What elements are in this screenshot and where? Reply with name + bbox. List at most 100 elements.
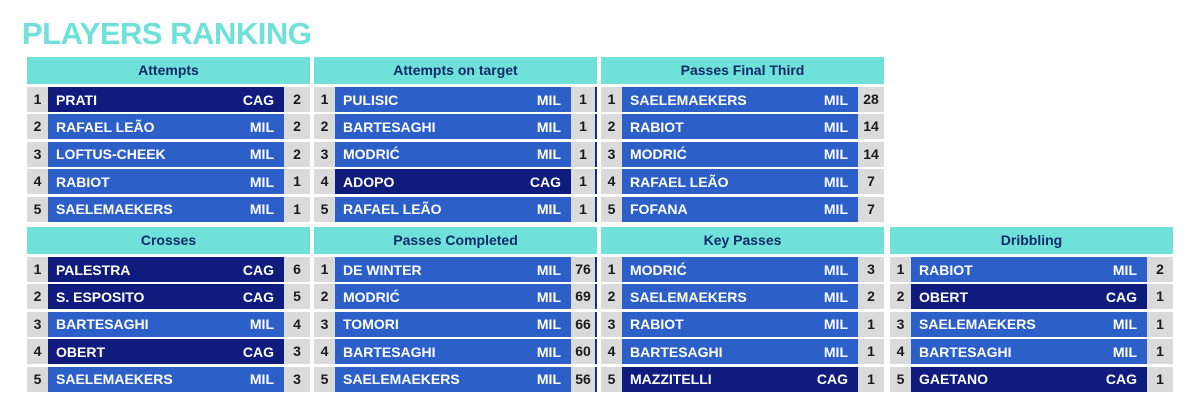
player-cell: MAZZITELLI CAG (622, 366, 858, 392)
stat-value: 1 (571, 114, 597, 140)
team-code: MIL (823, 91, 848, 108)
ranking-list: 1 PULISIC MIL 1 2 BARTESAGHI MIL 1 3 MODRIĆ MIL 1 4 A… (314, 87, 597, 222)
rank-cell: 4 (27, 339, 48, 365)
player-cell: RABIOT MIL (911, 257, 1147, 282)
stat-value: 76 (571, 257, 597, 282)
team-code: MIL (249, 118, 274, 135)
ranking-row: 1 DE WINTER MIL 76 (314, 257, 597, 282)
stat-value: 1 (858, 366, 884, 392)
team-code: MIL (536, 261, 561, 278)
player-name: FOFANA (630, 201, 688, 218)
rank-cell: 5 (601, 366, 622, 392)
panel-header: Attempts on target (314, 57, 597, 84)
ranking-row: 5 MAZZITELLI CAG 1 (601, 366, 884, 392)
rank-cell: 2 (890, 284, 911, 310)
player-cell: SAELEMAEKERS MIL (622, 87, 858, 112)
ranking-row: 1 PULISIC MIL 1 (314, 87, 597, 112)
ranking-row: 1 MODRIĆ MIL 3 (601, 257, 884, 282)
team-code: MIL (823, 343, 848, 360)
team-code: MIL (249, 316, 274, 333)
rank-cell: 3 (890, 311, 911, 337)
team-code: MIL (823, 288, 848, 305)
rank-cell: 1 (601, 87, 622, 112)
player-cell: S. ESPOSITO CAG (48, 284, 284, 310)
ranking-list: 1 MODRIĆ MIL 3 2 SAELEMAEKERS MIL 2 3 RABIOT MIL 1 4… (601, 257, 884, 392)
player-name: MODRIĆ (630, 261, 687, 278)
ranking-row: 4 BARTESAGHI MIL 1 (890, 339, 1173, 365)
stat-value: 69 (571, 284, 597, 310)
stat-value: 1 (1147, 339, 1173, 365)
player-name: RABIOT (630, 316, 684, 333)
stat-value: 66 (571, 311, 597, 337)
stat-value: 2 (284, 114, 310, 140)
player-name: RABIOT (56, 173, 110, 190)
player-cell: GAETANO CAG (911, 366, 1147, 392)
player-name: BARTESAGHI (630, 343, 723, 360)
team-code: CAG (1105, 371, 1137, 388)
player-name: OBERT (919, 288, 968, 305)
rank-cell: 3 (314, 141, 335, 167)
ranking-row: 2 RAFAEL LEÃO MIL 2 (27, 114, 310, 140)
stat-value: 56 (571, 366, 597, 392)
stat-value: 7 (858, 196, 884, 222)
rank-cell: 1 (314, 87, 335, 112)
player-name: PRATI (56, 91, 97, 108)
ranking-row: 5 GAETANO CAG 1 (890, 366, 1173, 392)
stat-value: 1 (1147, 366, 1173, 392)
ranking-list: 1 PRATI CAG 2 2 RAFAEL LEÃO MIL 2 3 LOFTUS-CHEEK M… (27, 87, 310, 222)
ranking-row: 3 SAELEMAEKERS MIL 1 (890, 311, 1173, 337)
team-code: MIL (823, 118, 848, 135)
player-name: BARTESAGHI (343, 343, 436, 360)
player-cell: DE WINTER MIL (335, 257, 571, 282)
ranking-row: 1 PALESTRA CAG 6 (27, 257, 310, 282)
ranking-row: 3 MODRIĆ MIL 1 (314, 141, 597, 167)
ranking-row: 1 PRATI CAG 2 (27, 87, 310, 112)
team-code: MIL (536, 201, 561, 218)
rank-cell: 5 (27, 366, 48, 392)
team-code: MIL (536, 316, 561, 333)
team-code: MIL (823, 173, 848, 190)
player-name: BARTESAGHI (919, 343, 1012, 360)
rank-cell: 3 (314, 311, 335, 337)
rank-cell: 1 (601, 257, 622, 282)
stat-value: 2 (284, 87, 310, 112)
stat-value: 2 (1147, 257, 1173, 282)
ranking-panel-attempts: Attempts 1 PRATI CAG 2 2 RAFAEL LEÃO MIL 2 3 LOFTU… (27, 57, 310, 224)
player-cell: BARTESAGHI MIL (622, 339, 858, 365)
player-cell: ADOPO CAG (335, 169, 571, 195)
rank-cell: 2 (27, 284, 48, 310)
ranking-row: 1 RABIOT MIL 2 (890, 257, 1173, 282)
ranking-row: 4 OBERT CAG 3 (27, 339, 310, 365)
player-name: MODRIĆ (630, 146, 687, 163)
ranking-row: 2 S. ESPOSITO CAG 5 (27, 284, 310, 310)
rank-cell: 2 (601, 284, 622, 310)
player-cell: OBERT CAG (911, 284, 1147, 310)
ranking-row: 4 BARTESAGHI MIL 1 (601, 339, 884, 365)
player-name: MODRIĆ (343, 288, 400, 305)
stat-value: 1 (284, 169, 310, 195)
team-code: CAG (242, 261, 274, 278)
player-cell: RABIOT MIL (622, 311, 858, 337)
panel-header: Dribbling (890, 227, 1173, 254)
player-name: BARTESAGHI (56, 316, 149, 333)
team-code: MIL (249, 146, 274, 163)
ranking-list: 1 DE WINTER MIL 76 2 MODRIĆ MIL 69 3 TOMORI MIL 66 4… (314, 257, 597, 392)
rank-cell: 5 (890, 366, 911, 392)
stat-value: 28 (858, 87, 884, 112)
team-code: MIL (536, 343, 561, 360)
rank-cell: 4 (27, 169, 48, 195)
player-name: LOFTUS-CHEEK (56, 146, 166, 163)
team-code: MIL (536, 146, 561, 163)
rank-cell: 4 (601, 339, 622, 365)
ranking-row: 2 SAELEMAEKERS MIL 2 (601, 284, 884, 310)
stat-value: 1 (571, 87, 597, 112)
stat-value: 1 (571, 169, 597, 195)
rank-cell: 1 (314, 257, 335, 282)
team-code: CAG (242, 91, 274, 108)
stat-value: 5 (284, 284, 310, 310)
team-code: MIL (823, 261, 848, 278)
ranking-row: 5 RAFAEL LEÃO MIL 1 (314, 196, 597, 222)
stat-value: 14 (858, 114, 884, 140)
stat-value: 1 (284, 196, 310, 222)
player-cell: SAELEMAEKERS MIL (335, 366, 571, 392)
